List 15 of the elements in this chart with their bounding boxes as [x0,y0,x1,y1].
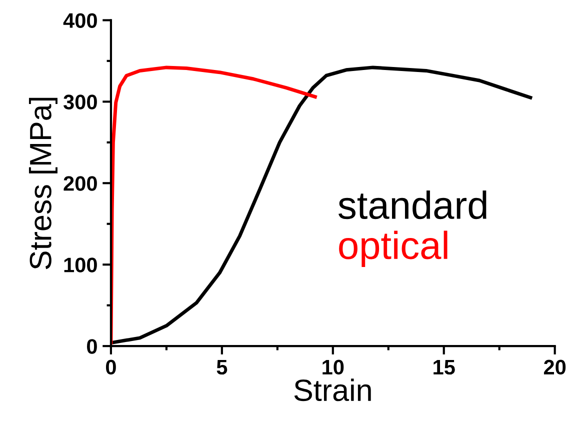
x-tick-label: 15 [434,360,455,375]
text: optical [339,230,448,267]
y-axis-title: Stress [MPa] [28,98,58,270]
series-label: standard [338,190,486,220]
x-axis-title: Strain [294,378,371,402]
x-tick-label: 0 [106,360,116,375]
line-series [110,66,317,345]
x-tick-label: 5 [216,360,228,375]
x-tick-label: 10 [322,360,344,375]
x-tick-label: 20 [544,360,566,375]
y-tick-label: 400 [63,13,97,28]
y-tick-label: 300 [63,94,97,110]
y-tick-label: 100 [64,258,97,272]
y-tick-label: 200 [64,176,97,191]
y-tick-label: 0 [87,339,97,354]
